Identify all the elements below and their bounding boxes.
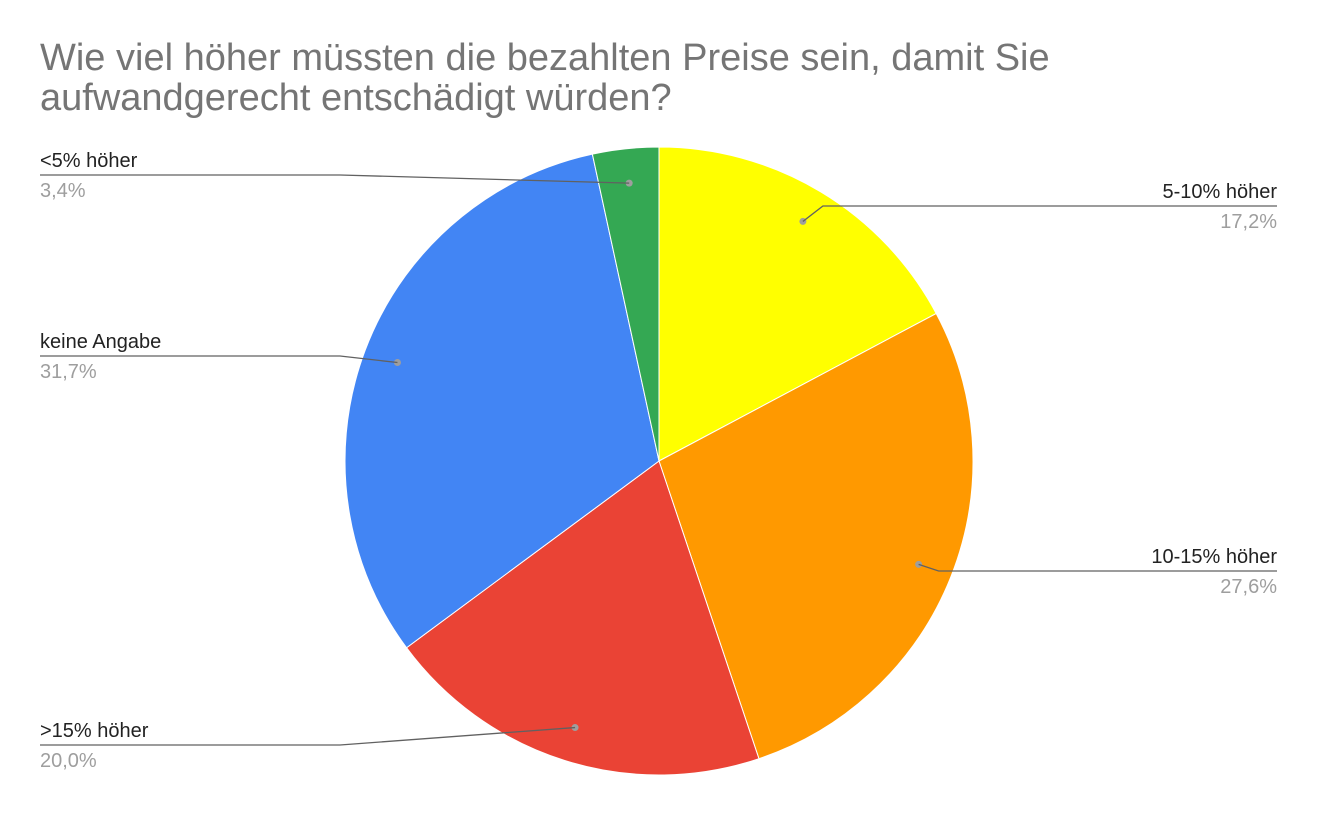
leader-lines [40, 174, 1277, 746]
slice-label-5-h-her: <5% höher [40, 150, 138, 172]
slice-label-15-h-her: >15% höher [40, 720, 149, 742]
slice-value-5-h-her: 3,4% [40, 180, 86, 202]
pie-slice-15-h-her [405, 460, 760, 776]
slice-labels: 5-10% höher 17,2% 10-15% höher 27,6% >15% hö… [40, 150, 1277, 772]
slice-value-10-15-h-her: 27,6% [1220, 576, 1277, 598]
chart-title: Wie viel höher müssten die bezahlten Pre… [40, 37, 1050, 119]
pie-slice-10-15-h-her [658, 312, 974, 760]
slice-label-keine-angabe: keine Angabe [40, 331, 161, 353]
leader-line-5-10-h-her [802, 205, 1277, 222]
slice-label-5-10-h-her: 5-10% höher [1162, 181, 1277, 203]
pie-slices [344, 146, 974, 776]
leader-line-keine-angabe [40, 355, 398, 364]
slice-value-keine-angabe: 31,7% [40, 361, 97, 383]
pie-slice-5-h-her [591, 146, 660, 462]
leader-line-5-h-her [40, 174, 630, 184]
pie-slice-5-10-h-her [658, 146, 937, 462]
slice-value-5-10-h-her: 17,2% [1220, 211, 1277, 233]
slice-value-15-h-her: 20,0% [40, 750, 97, 772]
slice-label-10-15-h-her: 10-15% höher [1151, 546, 1277, 568]
leader-line-10-15-h-her [918, 563, 1277, 572]
leader-line-15-h-her [40, 726, 576, 746]
pie-slice-keine-angabe [344, 153, 660, 649]
